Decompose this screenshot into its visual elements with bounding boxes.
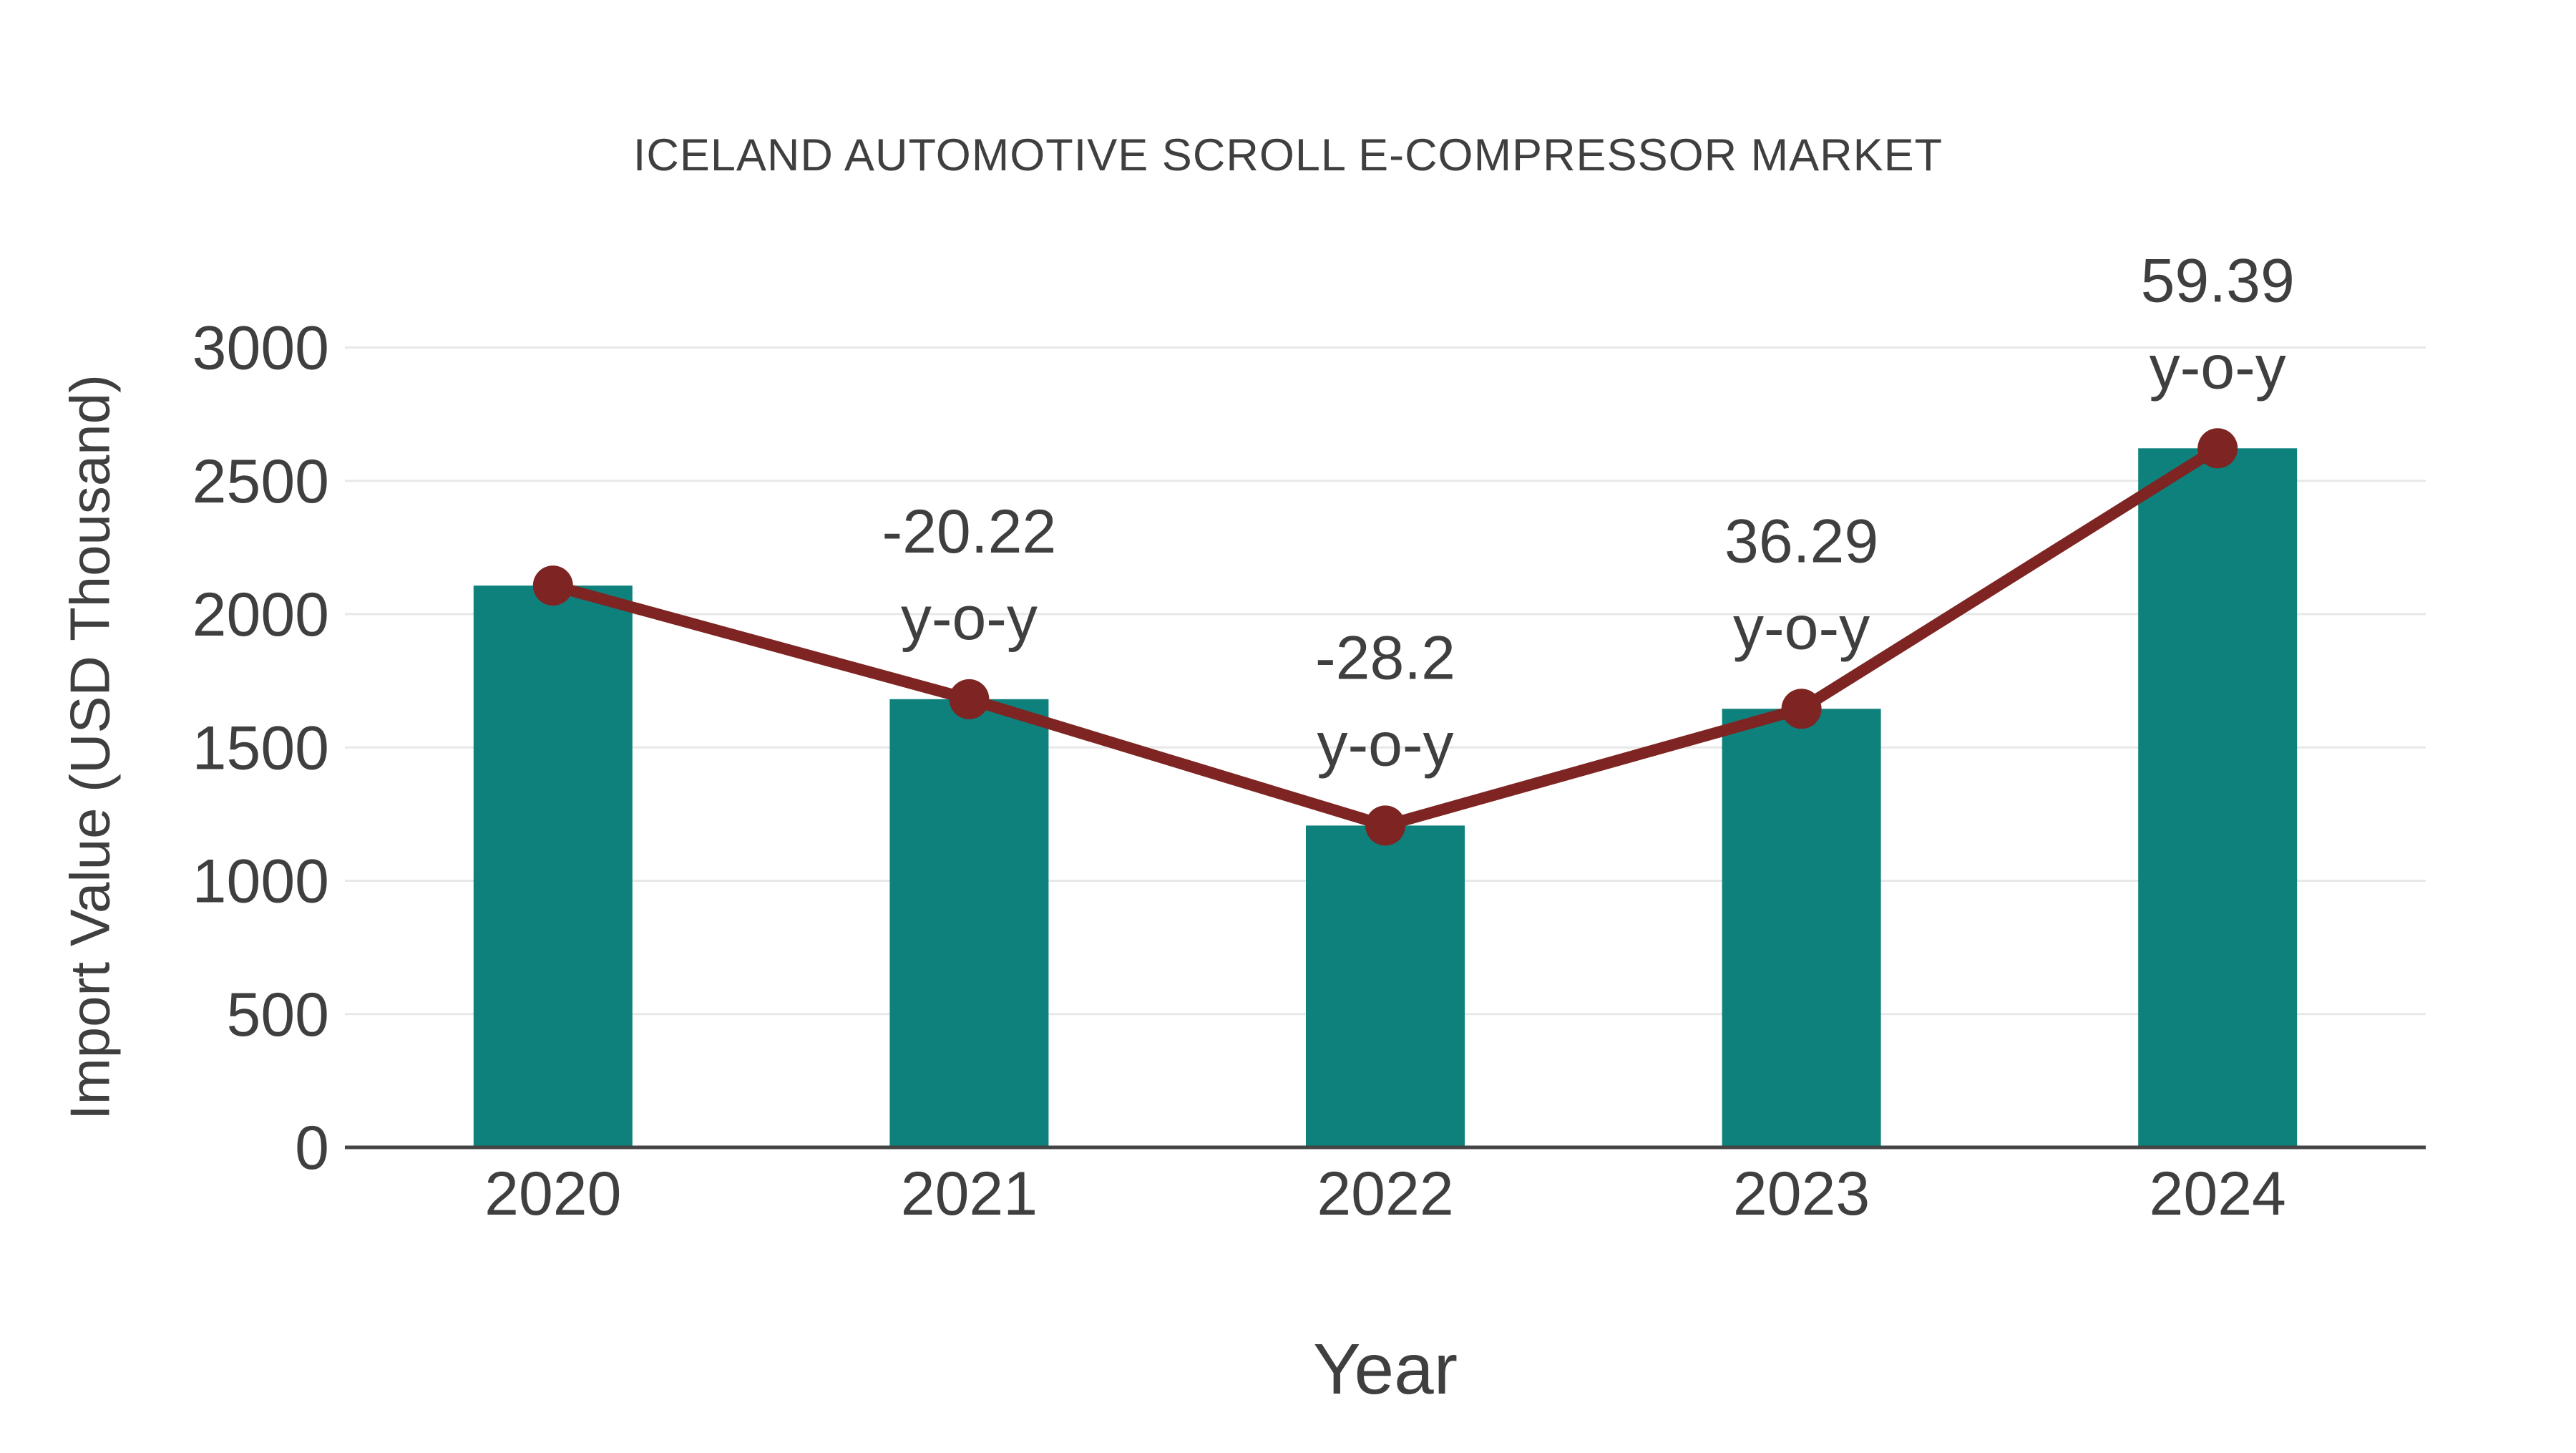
bar-2022[interactable] <box>1306 825 1465 1147</box>
bar-2024[interactable] <box>2138 448 2298 1147</box>
y-tick-label-1000: 1000 <box>192 847 329 916</box>
gridlines-layer <box>345 346 2426 1016</box>
x-tick-label-2021: 2021 <box>901 1160 1038 1228</box>
x-tick-label-2024: 2024 <box>2150 1160 2286 1228</box>
y-tick-label-3000: 3000 <box>192 314 329 383</box>
bar-2021[interactable] <box>889 699 1049 1147</box>
annotation-yoy-2024: y-o-y <box>2150 333 2286 402</box>
annotation-value-2021: -20.22 <box>882 497 1056 566</box>
marker-2022[interactable] <box>1365 805 1405 846</box>
bar-2023[interactable] <box>1722 709 1881 1147</box>
marker-2023[interactable] <box>1781 689 1822 729</box>
annotation-value-2023: 36.29 <box>1724 507 1878 575</box>
bar-series <box>473 448 2298 1147</box>
y-tick-label-1500: 1500 <box>192 714 329 782</box>
marker-2024[interactable] <box>2197 428 2238 469</box>
chart-title: ICELAND AUTOMOTIVE SCROLL E-COMPRESSOR M… <box>633 130 1943 180</box>
x-axis-tick-labels: 2020 2021 2022 2023 2024 <box>484 1160 2286 1228</box>
annotation-value-2024: 59.39 <box>2141 246 2295 315</box>
x-tick-label-2020: 2020 <box>484 1160 621 1228</box>
y-tick-label-2500: 2500 <box>192 447 329 516</box>
y-axis-title: Import Value (USD Thousand) <box>58 374 121 1120</box>
annotation-yoy-2022: y-o-y <box>1317 710 1453 779</box>
y-tick-label-500: 500 <box>227 981 330 1049</box>
annotation-yoy-2023: y-o-y <box>1733 593 1870 662</box>
x-axis-title: Year <box>1313 1329 1458 1409</box>
marker-2021[interactable] <box>949 679 990 719</box>
y-axis-tick-labels: 0 500 1000 1500 2000 2500 3000 <box>192 314 329 1183</box>
x-tick-label-2023: 2023 <box>1733 1160 1870 1228</box>
bar-2020[interactable] <box>473 585 633 1147</box>
annotation-yoy-2021: y-o-y <box>901 584 1038 653</box>
annotation-value-2022: -28.2 <box>1315 623 1455 692</box>
annotations-layer: -20.22 y-o-y -28.2 y-o-y 36.29 y-o-y 59.39 y-o-… <box>882 246 2294 779</box>
marker-2020[interactable] <box>532 565 573 606</box>
y-tick-label-2000: 2000 <box>192 580 329 649</box>
x-tick-label-2022: 2022 <box>1317 1160 1453 1228</box>
line-series <box>532 428 2238 846</box>
y-tick-label-0: 0 <box>295 1114 329 1182</box>
